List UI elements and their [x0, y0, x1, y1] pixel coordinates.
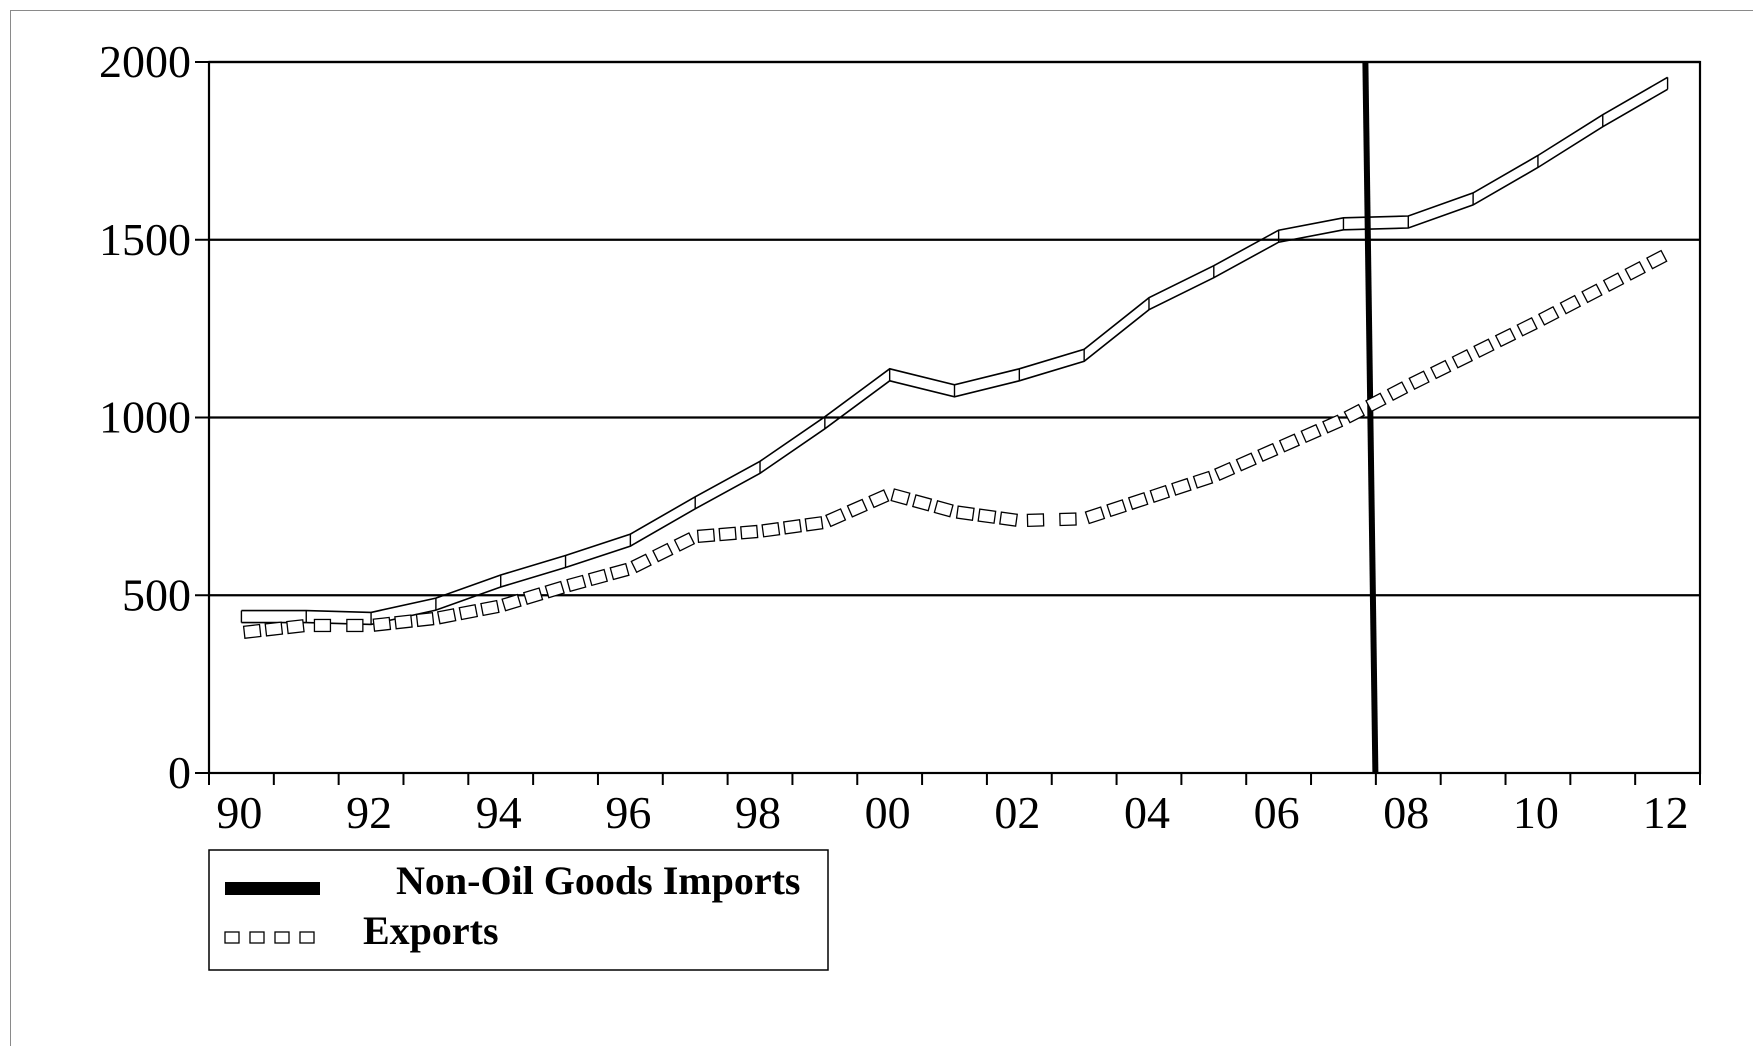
x-tick-label: 00 [865, 787, 911, 838]
series-marker-exports [587, 568, 609, 587]
series-layer [240, 61, 1669, 774]
series-marker-exports [609, 562, 630, 581]
series-marker-exports [1278, 433, 1301, 453]
x-tick-label: 04 [1124, 787, 1170, 838]
y-tick-label: 1000 [99, 392, 191, 443]
series-marker-exports [1516, 317, 1538, 337]
legend: Non-Oil Goods Imports Exports [208, 849, 829, 971]
legend-label-imports: Non-Oil Goods Imports [396, 858, 801, 903]
series-marker-exports [480, 599, 500, 617]
series-marker-exports [804, 516, 824, 532]
series-marker-exports [718, 526, 737, 542]
series-marker-exports [1322, 414, 1344, 434]
series-marker-exports [1646, 249, 1668, 270]
series-marker-exports [630, 553, 652, 574]
legend-label-exports: Exports [363, 908, 499, 953]
x-tick-label: 90 [216, 787, 262, 838]
x-tick-label: 12 [1643, 787, 1689, 838]
series-marker-exports [1084, 506, 1106, 525]
legend-swatch-square [299, 931, 315, 944]
series-marker-exports [1624, 260, 1646, 281]
y-tick-label: 1500 [99, 214, 191, 265]
y-tick-label: 500 [122, 569, 191, 620]
x-tick-label: 06 [1254, 787, 1300, 838]
series-marker-exports [1257, 442, 1279, 463]
series-marker-exports [1300, 423, 1322, 444]
series-marker-exports [372, 616, 392, 632]
series-marker-exports [346, 618, 364, 633]
x-tick-label: 98 [735, 787, 781, 838]
series-marker-exports [696, 528, 716, 544]
series-marker-exports [1451, 349, 1474, 369]
x-tick-label: 10 [1513, 787, 1559, 838]
series-marker-exports [394, 614, 413, 630]
series-marker-exports [436, 608, 457, 625]
series-marker-exports [825, 508, 847, 528]
series-marker-exports [1494, 327, 1517, 348]
x-tick-label: 02 [994, 787, 1040, 838]
series-marker-exports [1602, 272, 1625, 293]
series-marker-exports [890, 488, 911, 506]
series-marker-exports [911, 494, 933, 512]
series-marker-exports [740, 524, 759, 540]
series-marker-exports [501, 593, 522, 612]
series-marker-exports [1214, 461, 1236, 481]
series-marker-exports [1171, 477, 1192, 496]
y-tick-label: 0 [168, 747, 191, 798]
series-marker-exports [1026, 513, 1045, 528]
series-marker-exports [1537, 305, 1560, 326]
legend-swatch-imports [225, 882, 320, 895]
series-marker-exports [782, 519, 802, 535]
series-marker-exports [1106, 499, 1127, 518]
series-marker-exports [955, 505, 975, 521]
legend-box [208, 849, 829, 971]
legend-swatch-square [224, 931, 240, 944]
series-marker-exports [1192, 470, 1214, 489]
series-marker-exports [1059, 512, 1077, 527]
series-marker-exports [522, 587, 544, 605]
series-marker-exports [566, 574, 587, 593]
series-marker-exports [761, 522, 781, 538]
series-marker-exports [1127, 492, 1149, 511]
series-marker-exports [846, 498, 868, 518]
series-marker-exports [286, 619, 305, 635]
series-line-imports-upper [241, 76, 1668, 614]
series-marker-exports [1235, 452, 1257, 472]
series-marker-exports [1559, 294, 1582, 315]
axes: 0 500 1000 1500 2000 90 92 94 96 98 00 02 04 06 08 10 12 [99, 36, 1702, 838]
series-marker-exports [1408, 370, 1430, 390]
legend-swatch-exports [224, 931, 315, 944]
series-marker-exports [264, 621, 284, 637]
series-marker-exports [652, 542, 674, 563]
series-marker-exports [673, 532, 696, 552]
series-marker-exports [458, 603, 479, 621]
plot-frame [207, 60, 1702, 775]
series-marker-exports [1429, 359, 1452, 380]
gridlines [209, 60, 1700, 597]
legend-swatch-square [274, 931, 290, 944]
series-marker-exports [313, 618, 332, 633]
series-marker-exports [1581, 283, 1603, 304]
series-marker-exports [1365, 392, 1387, 413]
series-marker-exports [977, 508, 997, 524]
series-marker-exports [933, 500, 954, 518]
series-marker-exports [1149, 484, 1171, 503]
series-marker-exports [868, 489, 890, 509]
legend-swatch-square [249, 931, 265, 944]
y-tick-label: 2000 [99, 36, 191, 87]
x-tick-label: 96 [605, 787, 651, 838]
series-marker-exports [415, 611, 435, 628]
series-marker-exports [242, 623, 262, 639]
x-tick-label: 92 [346, 787, 392, 838]
series-marker-exports [544, 580, 565, 599]
x-tick-label: 08 [1383, 787, 1429, 838]
series-marker-exports [1343, 403, 1366, 424]
chart-frame [10, 10, 1753, 1046]
reference-line [1362, 61, 1379, 774]
series-marker-exports [999, 511, 1018, 527]
x-tick-label: 94 [476, 787, 522, 838]
series-marker-exports [1473, 338, 1495, 358]
series-marker-exports [1386, 381, 1409, 402]
